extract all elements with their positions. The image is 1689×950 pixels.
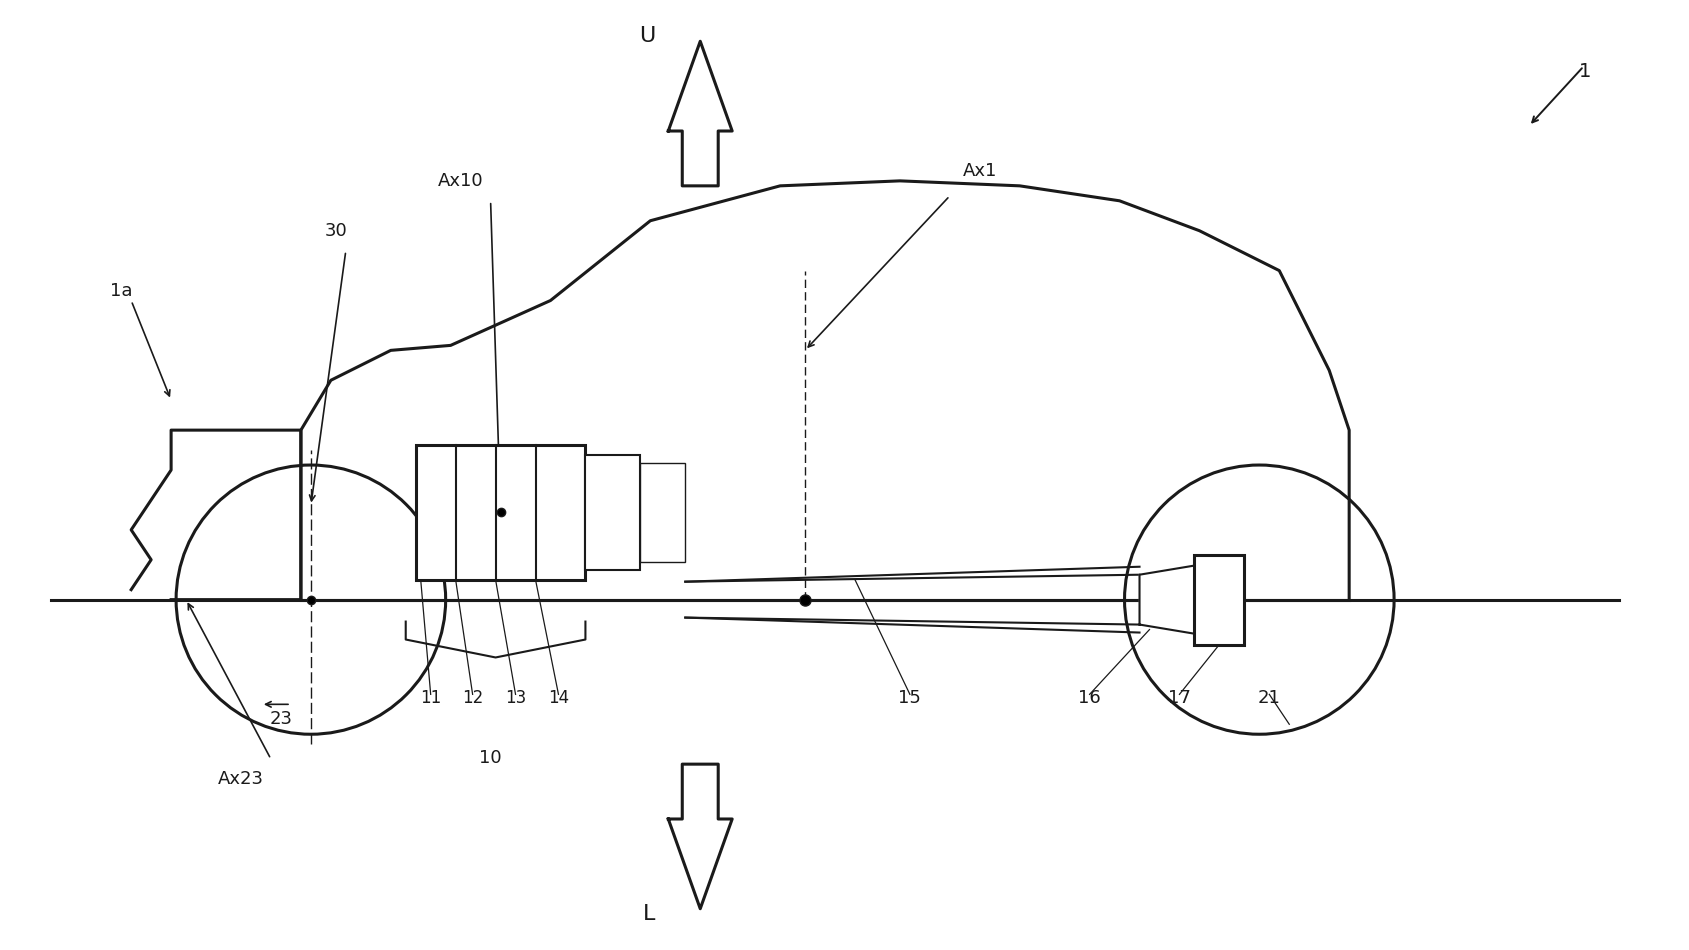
Text: 17: 17 xyxy=(1167,690,1191,708)
Text: L: L xyxy=(642,903,655,923)
Text: Ax10: Ax10 xyxy=(437,172,483,190)
Text: 12: 12 xyxy=(461,690,483,708)
Text: 23: 23 xyxy=(269,711,292,729)
Bar xyxy=(415,446,584,580)
Text: 10: 10 xyxy=(480,750,502,768)
Text: Ax23: Ax23 xyxy=(218,770,263,788)
Bar xyxy=(584,455,640,570)
Polygon shape xyxy=(667,41,731,186)
Polygon shape xyxy=(1138,564,1199,635)
Text: Ax1: Ax1 xyxy=(963,162,997,180)
Polygon shape xyxy=(667,764,731,909)
Bar xyxy=(1194,555,1243,644)
Text: 1a: 1a xyxy=(110,281,132,299)
Text: 16: 16 xyxy=(1078,690,1100,708)
Text: 14: 14 xyxy=(547,690,569,708)
Text: 1: 1 xyxy=(1578,62,1591,81)
Text: 13: 13 xyxy=(505,690,525,708)
Bar xyxy=(640,463,684,561)
Text: 30: 30 xyxy=(324,221,346,239)
Text: 15: 15 xyxy=(899,690,921,708)
Text: 21: 21 xyxy=(1257,690,1280,708)
Text: U: U xyxy=(638,27,655,47)
Text: 11: 11 xyxy=(421,690,441,708)
